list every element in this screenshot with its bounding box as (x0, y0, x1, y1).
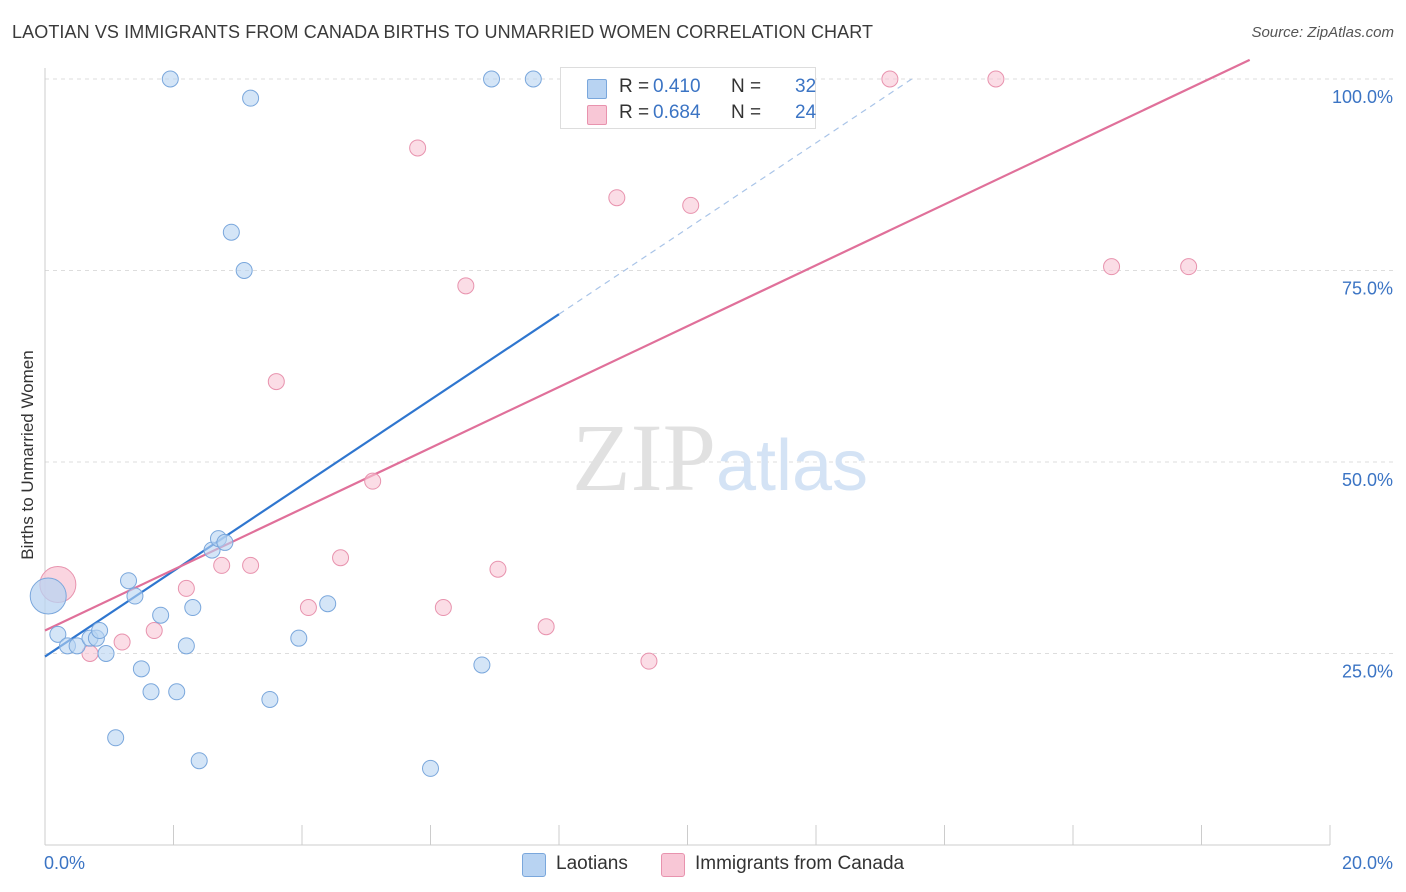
point-canada (242, 556, 260, 574)
chart-title: LAOTIAN VS IMMIGRANTS FROM CANADA BIRTHS… (12, 22, 874, 42)
y-tick-label: 75.0% (1342, 279, 1393, 299)
laotians-swatch (587, 79, 607, 99)
point-canada (177, 579, 195, 597)
trend-line-extension (558, 78, 913, 315)
point-laotians (91, 622, 109, 640)
source-label: Source: ZipAtlas.com (1251, 24, 1394, 41)
y-axis-label: Births to Unmarried Women (18, 350, 37, 560)
watermark-zip: ZIP (572, 404, 716, 511)
point-canada (409, 139, 427, 157)
n-label: N = (731, 102, 762, 123)
r-label: R = (619, 76, 650, 97)
point-laotians (222, 223, 240, 241)
point-canada (682, 196, 700, 214)
point-laotians (97, 645, 115, 662)
x-tick-label-min: 0.0% (44, 853, 85, 873)
point-laotians (120, 572, 138, 590)
point-laotians (261, 690, 279, 708)
n-label: N = (731, 76, 762, 97)
point-laotians (290, 629, 308, 647)
canada-swatch (587, 105, 607, 125)
point-laotians (107, 729, 125, 747)
legend-swatch-laotians (522, 853, 546, 877)
point-laotians (422, 759, 439, 777)
r-value: 0.410 (653, 76, 701, 97)
point-laotians (29, 577, 67, 615)
stats-box: R = 0.410 N = 32 R = 0.684 N = 24 (560, 67, 816, 129)
y-tick-label: 100.0% (1332, 87, 1393, 107)
point-canada (537, 618, 555, 636)
point-laotians (524, 70, 542, 88)
trend-line-canada (44, 58, 1251, 632)
r-label: R = (619, 102, 650, 123)
point-laotians (242, 89, 260, 107)
point-laotians (473, 656, 491, 674)
axes-layer (44, 68, 1331, 846)
point-canada (489, 560, 507, 578)
point-canada (113, 633, 131, 651)
point-laotians (68, 637, 86, 655)
watermark-atlas: atlas (716, 426, 868, 506)
point-canada (987, 70, 1005, 88)
point-laotians (190, 752, 208, 770)
point-canada (608, 189, 626, 207)
watermark-text: ZIPatlas (572, 404, 868, 511)
tick-labels: 25.0% 50.0% 75.0% 100.0% 0.0% 20.0% (44, 87, 1393, 873)
point-laotians (216, 533, 234, 551)
point-canada (267, 373, 285, 391)
point-laotians (483, 70, 501, 88)
n-value: 24 (795, 102, 817, 123)
point-canada (881, 70, 899, 88)
point-laotians (152, 606, 170, 624)
r-value: 0.684 (653, 102, 701, 123)
y-tick-label: 25.0% (1342, 662, 1393, 682)
point-laotians (168, 683, 186, 701)
legend-label-laotians: Laotians (556, 853, 628, 874)
point-laotians (126, 587, 144, 605)
point-laotians (177, 637, 195, 655)
point-canada (434, 599, 452, 617)
x-tick-label-max: 20.0% (1342, 853, 1393, 873)
point-canada (1180, 258, 1198, 276)
point-laotians (235, 262, 253, 279)
point-canada (299, 599, 317, 617)
point-laotians (161, 70, 179, 88)
point-laotians (319, 595, 337, 613)
data-points (29, 70, 1198, 777)
point-canada (1103, 258, 1121, 276)
point-laotians (184, 599, 202, 617)
point-canada (640, 652, 658, 670)
point-laotians (49, 625, 67, 643)
legend-swatch-canada (661, 853, 685, 877)
n-value: 32 (795, 76, 817, 97)
point-laotians (132, 660, 150, 678)
y-tick-label: 50.0% (1342, 470, 1393, 490)
point-canada (364, 472, 382, 490)
point-canada (145, 622, 163, 640)
point-canada (457, 277, 475, 295)
watermark: ZIPatlas (572, 404, 868, 511)
point-canada (332, 549, 350, 567)
point-canada (213, 556, 231, 574)
legend-label-canada: Immigrants from Canada (695, 853, 905, 874)
point-laotians (142, 683, 160, 701)
